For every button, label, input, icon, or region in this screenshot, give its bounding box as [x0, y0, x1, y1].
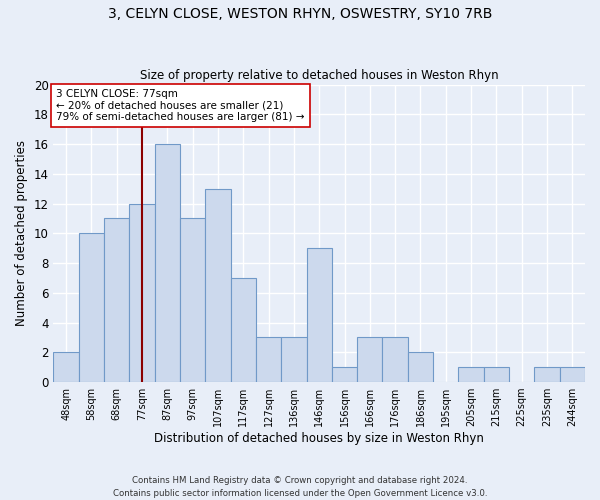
- Bar: [53, 352, 79, 382]
- Title: Size of property relative to detached houses in Weston Rhyn: Size of property relative to detached ho…: [140, 69, 499, 82]
- Bar: [256, 338, 281, 382]
- Bar: [382, 338, 408, 382]
- Text: 3 CELYN CLOSE: 77sqm
← 20% of detached houses are smaller (21)
79% of semi-detac: 3 CELYN CLOSE: 77sqm ← 20% of detached h…: [56, 89, 304, 122]
- Bar: [130, 204, 155, 382]
- Bar: [484, 367, 509, 382]
- Bar: [205, 188, 230, 382]
- Bar: [357, 338, 382, 382]
- Bar: [180, 218, 205, 382]
- Bar: [332, 367, 357, 382]
- Text: Contains HM Land Registry data © Crown copyright and database right 2024.
Contai: Contains HM Land Registry data © Crown c…: [113, 476, 487, 498]
- Bar: [104, 218, 130, 382]
- Bar: [408, 352, 433, 382]
- Bar: [458, 367, 484, 382]
- X-axis label: Distribution of detached houses by size in Weston Rhyn: Distribution of detached houses by size …: [154, 432, 484, 445]
- Y-axis label: Number of detached properties: Number of detached properties: [15, 140, 28, 326]
- Bar: [535, 367, 560, 382]
- Bar: [230, 278, 256, 382]
- Bar: [281, 338, 307, 382]
- Bar: [79, 234, 104, 382]
- Bar: [155, 144, 180, 382]
- Bar: [307, 248, 332, 382]
- Text: 3, CELYN CLOSE, WESTON RHYN, OSWESTRY, SY10 7RB: 3, CELYN CLOSE, WESTON RHYN, OSWESTRY, S…: [108, 8, 492, 22]
- Bar: [560, 367, 585, 382]
